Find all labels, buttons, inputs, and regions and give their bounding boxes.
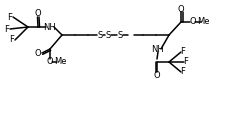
Text: Me: Me [54,57,66,66]
Text: F: F [9,36,14,45]
Text: F: F [181,67,185,76]
Text: O: O [47,57,53,66]
Text: S: S [105,30,111,40]
Text: O: O [178,5,184,14]
Text: O: O [35,50,41,59]
Text: O: O [154,71,160,80]
Text: O: O [190,17,196,26]
Text: NH: NH [44,22,56,31]
Text: S: S [97,30,103,40]
Text: NH: NH [151,45,163,54]
Text: O: O [35,10,41,19]
Text: S: S [117,30,123,40]
Text: Me: Me [197,17,209,26]
Text: F: F [5,25,9,34]
Text: F: F [8,12,12,21]
Text: F: F [181,47,185,56]
Text: F: F [184,57,188,66]
